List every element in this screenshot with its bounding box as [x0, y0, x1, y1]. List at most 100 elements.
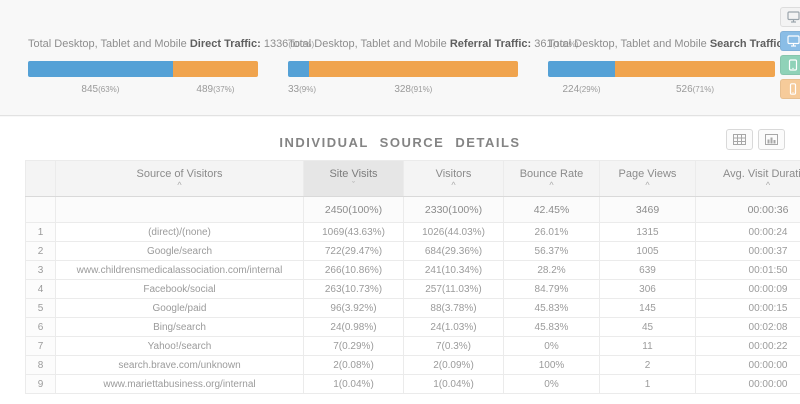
summary-site-visits: 2450(100%) [303, 196, 404, 223]
view-toggle-buttons [726, 129, 785, 150]
referral-blue-label: 33(9%) [288, 84, 317, 95]
header-site-visits[interactable]: Site Visits ˇ [303, 160, 404, 197]
direct-traffic-title: Total Desktop, Tablet and Mobile Direct … [28, 38, 315, 50]
row-source: search.brave.com/unknown [55, 355, 304, 375]
row-avg-visit-duration: 00:00:09 [695, 279, 800, 299]
referral-blue-segment[interactable] [288, 61, 309, 77]
header-bounce-rate[interactable]: Bounce Rate ^ [503, 160, 600, 197]
phone-icon [789, 83, 797, 95]
summary-avg-visit-duration: 00:00:36 [695, 196, 800, 223]
summary-visitors: 2330(100%) [403, 196, 504, 223]
referral-traffic-chart: Total Desktop, Tablet and Mobile Referra… [288, 36, 579, 95]
tablet-filter-button[interactable] [780, 55, 800, 75]
row-page-views: 1315 [599, 222, 696, 242]
direct-mobile-segment[interactable] [172, 61, 258, 77]
source-details-table: Source of Visitors ^ Site Visits ˇ Visitor… [25, 160, 800, 394]
chart-view-button[interactable] [758, 129, 785, 150]
summary-row: 2450(100%) 2330(100%) 42.45% 3469 00:00:… [25, 196, 800, 223]
row-site-visits: 1(0.04%) [303, 374, 404, 394]
row-visitors: 1(0.04%) [403, 374, 504, 394]
sort-arrow-icon: ^ [645, 180, 650, 190]
row-rank: 1 [25, 222, 56, 242]
row-bounce-rate: 84.79% [503, 279, 600, 299]
summary-source [55, 196, 304, 223]
referral-traffic-bar [288, 61, 518, 77]
search-blue-segment[interactable] [548, 61, 615, 77]
search-blue-label: 224(29%) [562, 84, 601, 95]
traffic-charts-area: Total Desktop, Tablet and Mobile Direct … [0, 0, 800, 116]
row-source: Facebook/social [55, 279, 304, 299]
row-bounce-rate: 0% [503, 374, 600, 394]
header-page-views[interactable]: Page Views ^ [599, 160, 696, 197]
direct-desktop-segment[interactable] [28, 61, 173, 77]
table-row: 9 www.mariettabusiness.org/internal 1(0.… [25, 374, 800, 394]
search-traffic-bar [548, 61, 775, 77]
header-rank [25, 160, 56, 197]
table-view-button[interactable] [726, 129, 753, 150]
sort-arrow-icon: ^ [765, 180, 771, 190]
row-source: Google/paid [55, 298, 304, 318]
search-orange-segment[interactable] [614, 61, 775, 77]
row-rank: 2 [25, 241, 56, 261]
row-rank: 3 [25, 260, 56, 280]
row-page-views: 306 [599, 279, 696, 299]
row-page-views: 145 [599, 298, 696, 318]
direct-blue-label: 845(63%) [81, 84, 120, 95]
row-page-views: 11 [599, 336, 696, 356]
header-visitors[interactable]: Visitors ^ [403, 160, 504, 197]
row-source: www.mariettabusiness.org/internal [55, 374, 304, 394]
row-site-visits: 263(10.73%) [303, 279, 404, 299]
referral-orange-segment[interactable] [308, 61, 518, 77]
mobile-filter-button[interactable] [780, 79, 800, 99]
row-source: Yahoo!/search [55, 336, 304, 356]
table-row: 6 Bing/search 24(0.98%) 24(1.03%) 45.83%… [25, 317, 800, 337]
table-row: 5 Google/paid 96(3.92%) 88(3.78%) 45.83%… [25, 298, 800, 318]
row-page-views: 1 [599, 374, 696, 394]
row-bounce-rate: 26.01% [503, 222, 600, 242]
search-traffic-chart: Total Desktop, Tablet and Mobile Search … [548, 36, 800, 95]
bar-chart-icon [765, 134, 778, 145]
row-rank: 8 [25, 355, 56, 375]
header-avg-visit-duration[interactable]: Avg. Visit Duration^ [695, 160, 800, 197]
row-avg-visit-duration: 00:01:50 [695, 260, 800, 280]
row-avg-visit-duration: 00:00:15 [695, 298, 800, 318]
row-bounce-rate: 56.37% [503, 241, 600, 261]
row-avg-visit-duration: 00:00:22 [695, 336, 800, 356]
row-avg-visit-duration: 00:00:24 [695, 222, 800, 242]
tablet-icon [788, 59, 798, 71]
row-site-visits: 266(10.86%) [303, 260, 404, 280]
row-source: www.childrensmedicalassociation.com/inte… [55, 260, 304, 280]
row-bounce-rate: 28.2% [503, 260, 600, 280]
header-source-of-visitors[interactable]: Source of Visitors ^ [55, 160, 304, 197]
direct-traffic-chart: Total Desktop, Tablet and Mobile Direct … [28, 36, 315, 95]
row-avg-visit-duration: 00:00:00 [695, 374, 800, 394]
all-devices-button[interactable] [780, 7, 800, 27]
row-visitors: 2(0.09%) [403, 355, 504, 375]
row-page-views: 45 [599, 317, 696, 337]
table-row: 4 Facebook/social 263(10.73%) 257(11.03%… [25, 279, 800, 299]
table-row: 3 www.childrensmedicalassociation.com/in… [25, 260, 800, 280]
row-avg-visit-duration: 00:00:00 [695, 355, 800, 375]
direct-orange-label: 489(37%) [196, 84, 235, 95]
row-site-visits: 722(29.47%) [303, 241, 404, 261]
row-avg-visit-duration: 00:02:08 [695, 317, 800, 337]
row-visitors: 88(3.78%) [403, 298, 504, 318]
individual-source-details-panel: INDIVIDUAL SOURCE DETAILS Source of Visi… [0, 117, 800, 404]
referral-traffic-title: Total Desktop, Tablet and Mobile Referra… [288, 38, 579, 50]
desktop-filter-button[interactable] [780, 31, 800, 51]
row-source: Google/search [55, 241, 304, 261]
summary-rank [25, 196, 56, 223]
source-details-table-wrap: Source of Visitors ^ Site Visits ˇ Visitor… [25, 160, 800, 394]
table-grid-icon [733, 134, 746, 145]
monitor-icon [786, 11, 800, 23]
table-row: 2 Google/search 722(29.47%) 684(29.36%) … [25, 241, 800, 261]
row-source: Bing/search [55, 317, 304, 337]
row-bounce-rate: 45.83% [503, 317, 600, 337]
row-visitors: 24(1.03%) [403, 317, 504, 337]
row-rank: 6 [25, 317, 56, 337]
summary-bounce-rate: 42.45% [503, 196, 600, 223]
row-visitors: 684(29.36%) [403, 241, 504, 261]
row-rank: 5 [25, 298, 56, 318]
summary-page-views: 3469 [599, 196, 696, 223]
sort-arrow-icon: ˇ [352, 180, 355, 190]
